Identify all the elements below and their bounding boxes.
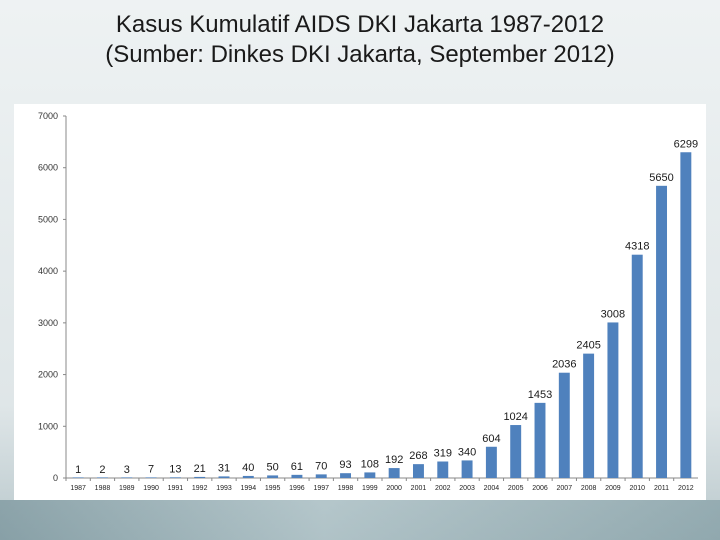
slide-title: Kasus Kumulatif AIDS DKI Jakarta 1987-20… (0, 10, 720, 70)
bar-1997 (315, 474, 327, 478)
x-tick-label-2007: 2007 (557, 485, 573, 492)
data-label-1989: 3 (124, 464, 130, 476)
bar-2010 (631, 254, 643, 478)
x-tick-label-2002: 2002 (435, 485, 451, 492)
bar-2002 (437, 461, 449, 478)
bar-1998 (340, 473, 352, 478)
data-label-1988: 2 (99, 464, 105, 476)
data-label-2007: 2036 (552, 359, 576, 371)
bar-1999 (364, 472, 376, 478)
y-tick-label: 3000 (38, 318, 58, 328)
bar-1993 (218, 476, 230, 478)
bar-2000 (388, 468, 400, 478)
bar-1987 (72, 477, 84, 478)
y-tick-label: 1000 (38, 421, 58, 431)
x-tick-label-2012: 2012 (678, 485, 694, 492)
x-tick-label-1987: 1987 (70, 485, 86, 492)
data-label-2012: 6299 (674, 138, 698, 150)
bar-2009 (607, 322, 619, 478)
bar-2012 (680, 152, 692, 478)
bar-2003 (461, 460, 473, 478)
x-tick-label-1990: 1990 (143, 485, 159, 492)
data-label-2009: 3008 (601, 308, 625, 320)
data-label-2004: 604 (482, 433, 500, 445)
x-tick-label-2000: 2000 (386, 485, 402, 492)
x-tick-label-2010: 2010 (629, 485, 645, 492)
data-label-2008: 2405 (576, 340, 600, 352)
chart-panel: 0 1000 2000 3000 4000 5000 6000 7000 1 1987 2 1988 3… (14, 104, 706, 500)
y-tick-label: 6000 (38, 163, 58, 173)
bar-2008 (583, 353, 595, 478)
x-tick-label-2008: 2008 (581, 485, 597, 492)
y-tick-label: 5000 (38, 214, 58, 224)
data-label-2005: 1024 (503, 411, 527, 423)
bar-chart: 0 1000 2000 3000 4000 5000 6000 7000 1 1987 2 1988 3… (38, 111, 698, 492)
y-tick-label: 7000 (38, 111, 58, 121)
data-label-2000: 192 (385, 454, 403, 466)
bar-1996 (291, 474, 303, 478)
bar-1994 (242, 475, 254, 478)
data-label-1997: 70 (315, 460, 327, 472)
title-line-1: Kasus Kumulatif AIDS DKI Jakarta 1987-20… (115, 11, 605, 38)
x-tick-label-1999: 1999 (362, 485, 378, 492)
bar-2001 (412, 464, 424, 478)
bar-2007 (558, 372, 570, 478)
x-tick-label-2011: 2011 (654, 485, 669, 492)
bar-2006 (534, 402, 546, 478)
data-label-2010: 4318 (625, 241, 649, 253)
data-label-1990: 7 (148, 464, 154, 476)
data-label-2001: 268 (409, 450, 427, 462)
bar-2004 (485, 446, 497, 478)
data-label-2002: 319 (434, 448, 452, 460)
x-tick-label-1989: 1989 (119, 485, 135, 492)
x-tick-label-1993: 1993 (216, 485, 232, 492)
slide-bottom-band (0, 500, 720, 540)
x-tick-label-1992: 1992 (192, 485, 208, 492)
bar-1990 (145, 477, 157, 478)
x-tick-label-1988: 1988 (95, 485, 111, 492)
y-tick-label: 2000 (38, 370, 58, 380)
x-tick-label-1996: 1996 (289, 485, 305, 492)
data-label-1998: 93 (339, 459, 351, 471)
data-label-1991: 13 (169, 463, 181, 475)
x-tick-label-2005: 2005 (508, 485, 524, 492)
data-label-1996: 61 (291, 461, 303, 473)
bar-1988 (96, 477, 108, 478)
bar-1995 (267, 475, 279, 478)
y-tick-label: 0 (53, 473, 58, 483)
x-tick-label-2003: 2003 (459, 485, 475, 492)
x-tick-label-2001: 2001 (411, 485, 427, 492)
bar-1991 (169, 477, 181, 478)
x-tick-label-1997: 1997 (313, 485, 329, 492)
y-tick-label: 4000 (38, 266, 58, 276)
data-label-1993: 31 (218, 462, 230, 474)
x-tick-label-2009: 2009 (605, 485, 621, 492)
x-tick-label-1995: 1995 (265, 485, 281, 492)
data-label-2011: 5650 (649, 172, 673, 184)
data-label-2006: 1453 (528, 389, 552, 401)
bar-1989 (121, 477, 133, 478)
data-label-2003: 340 (458, 446, 476, 458)
bar-1992 (194, 476, 206, 478)
x-tick-label-2006: 2006 (532, 485, 548, 492)
bar-2011 (656, 185, 668, 479)
data-label-1999: 108 (361, 458, 379, 470)
x-tick-label-1991: 1991 (168, 485, 184, 492)
data-label-1994: 40 (242, 462, 254, 474)
data-label-1987: 1 (75, 464, 81, 476)
title-line-2: (Sumber: Dinkes DKI Jakarta, September 2… (105, 41, 615, 68)
x-tick-label-1998: 1998 (338, 485, 354, 492)
x-tick-label-1994: 1994 (241, 485, 257, 492)
data-label-1995: 50 (266, 461, 278, 473)
x-tick-label-2004: 2004 (484, 485, 500, 492)
data-label-1992: 21 (194, 463, 206, 475)
bar-2005 (510, 425, 522, 478)
